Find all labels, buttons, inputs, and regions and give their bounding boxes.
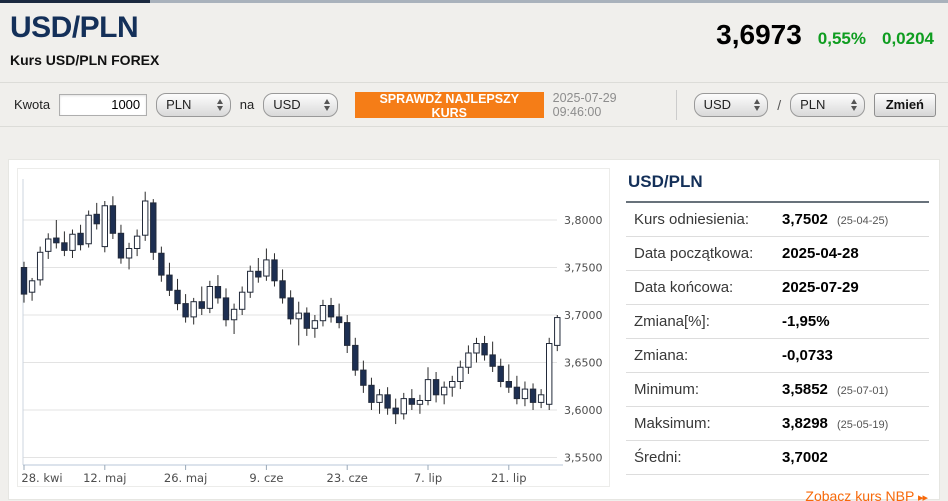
- svg-text:7. lip: 7. lip: [414, 471, 442, 485]
- chart-area[interactable]: 3,8000 3,7500 3,7000 3,6500 3,6000 3,5500 28. …: [17, 168, 610, 487]
- quote-timestamp: 2025-07-29 09:46:00: [552, 90, 617, 119]
- quote-card: 3,8000 3,7500 3,7000 3,6500 3,6000 3,5500 28. …: [8, 159, 940, 501]
- pair-base-select[interactable]: USD: [693, 92, 769, 117]
- panel-title-rule: [626, 201, 929, 203]
- change-absolute: 0,0204: [882, 29, 934, 48]
- stat-label: Minimum:: [634, 381, 700, 398]
- table-row: Zmiana[%]: -1,95%: [626, 305, 929, 339]
- header-titles: USD/PLN Kurs USD/PLN FOREX: [10, 11, 159, 68]
- stat-label: Zmiana:: [634, 347, 689, 364]
- change-percent: 0,55%: [817, 29, 866, 48]
- vertical-divider: [675, 89, 677, 120]
- svg-text:12. maj: 12. maj: [83, 471, 126, 485]
- table-row: Średni: 3,7002: [626, 441, 929, 475]
- stat-date-note: (25-04-25): [833, 215, 889, 227]
- svg-text:3,7500: 3,7500: [564, 262, 603, 275]
- nbp-link[interactable]: Zobacz kurs NBP ▸▸: [626, 488, 929, 501]
- stat-value: 3,5852 (25-07-01): [782, 381, 889, 398]
- page-subtitle: Kurs USD/PLN FOREX: [10, 52, 160, 68]
- stat-label: Średni:: [634, 449, 682, 466]
- stat-label: Kurs odniesienia:: [634, 211, 750, 228]
- svg-text:28. kwi: 28. kwi: [21, 471, 62, 485]
- svg-text:9. cze: 9. cze: [249, 471, 283, 485]
- panel-title: USD/PLN: [628, 172, 703, 191]
- stat-label: Zmiana[%]:: [634, 313, 710, 330]
- pair-quote-select[interactable]: PLN: [790, 92, 865, 117]
- stat-label: Data końcowa:: [634, 279, 734, 296]
- stat-value: 3,7002: [782, 449, 828, 466]
- change-pair-button[interactable]: Zmień: [873, 92, 936, 117]
- stats-panel: USD/PLN Kurs odniesienia: 3,7502 (25-04-2…: [626, 168, 929, 501]
- top-accent-navy-segment: [0, 0, 150, 3]
- up-down-arrows-icon: [850, 98, 857, 111]
- svg-text:3,6000: 3,6000: [564, 404, 603, 417]
- pair-base-value: USD: [703, 97, 732, 112]
- table-row: Zmiana: -0,0733: [626, 339, 929, 373]
- nbp-link-label: Zobacz kurs NBP: [805, 488, 915, 501]
- svg-text:3,7000: 3,7000: [564, 309, 603, 322]
- stat-label: Data początkowa:: [634, 245, 754, 262]
- stat-value: -0,0733: [782, 347, 833, 364]
- stat-date-note: (25-07-01): [833, 385, 889, 397]
- svg-text:26. maj: 26. maj: [164, 471, 207, 485]
- stats-table: Kurs odniesienia: 3,7502 (25-04-25) Data p…: [626, 203, 929, 475]
- svg-text:3,8000: 3,8000: [564, 214, 603, 227]
- table-row: Data końcowa: 2025-07-29: [626, 271, 929, 305]
- stat-value: 3,8298 (25-05-19): [782, 415, 889, 432]
- stat-value: 3,7502 (25-04-25): [782, 211, 889, 228]
- amount-label: Kwota: [14, 97, 51, 112]
- svg-text:3,5500: 3,5500: [564, 452, 603, 465]
- stat-value: 2025-04-28: [782, 245, 859, 262]
- double-arrow-icon: ▸▸: [917, 492, 928, 501]
- from-currency-value: PLN: [166, 97, 192, 112]
- current-price: 3,6973: [716, 19, 802, 50]
- svg-text:3,6500: 3,6500: [564, 357, 603, 370]
- to-label: na: [239, 97, 255, 112]
- current-quote: 3,6973 0,55% 0,0204: [716, 11, 936, 51]
- table-row: Kurs odniesienia: 3,7502 (25-04-25): [626, 203, 929, 237]
- up-down-arrows-icon: [216, 98, 223, 111]
- candlestick-chart: 3,8000 3,7500 3,7000 3,6500 3,6000 3,5500 28. …: [20, 179, 603, 485]
- check-best-rate-button[interactable]: SPRAWDŹ NAJLEPSZY KURS: [354, 91, 544, 120]
- table-row: Minimum: 3,5852 (25-07-01): [626, 373, 929, 407]
- up-down-arrows-icon: [323, 98, 330, 111]
- stat-date-note: (25-05-19): [833, 419, 889, 431]
- main-content: 3,8000 3,7500 3,7000 3,6500 3,6000 3,5500 28. …: [0, 159, 948, 501]
- stat-value: -1,95%: [782, 313, 830, 330]
- page-title: USD/PLN: [10, 11, 139, 44]
- to-currency-select[interactable]: USD: [263, 92, 338, 117]
- stat-label: Maksimum:: [634, 415, 711, 432]
- to-currency-value: USD: [273, 97, 301, 112]
- top-accent-strip: [0, 0, 948, 3]
- table-row: Data początkowa: 2025-04-28: [626, 237, 929, 271]
- table-row: Maksimum: 3,8298 (25-05-19): [626, 407, 929, 441]
- pair-separator: /: [777, 96, 782, 113]
- up-down-arrows-icon: [754, 98, 761, 111]
- stat-value: 2025-07-29: [782, 279, 859, 296]
- amount-input[interactable]: [59, 93, 148, 116]
- svg-text:21. lip: 21. lip: [491, 471, 527, 485]
- header: USD/PLN Kurs USD/PLN FOREX 3,6973 0,55% …: [0, 3, 948, 82]
- converter-toolbar: Kwota PLN na USD SPRAWDŹ NAJLEPSZY KURS …: [0, 82, 948, 127]
- from-currency-select[interactable]: PLN: [156, 92, 231, 117]
- svg-text:23. cze: 23. cze: [327, 471, 368, 485]
- pair-quote-value: PLN: [800, 97, 826, 112]
